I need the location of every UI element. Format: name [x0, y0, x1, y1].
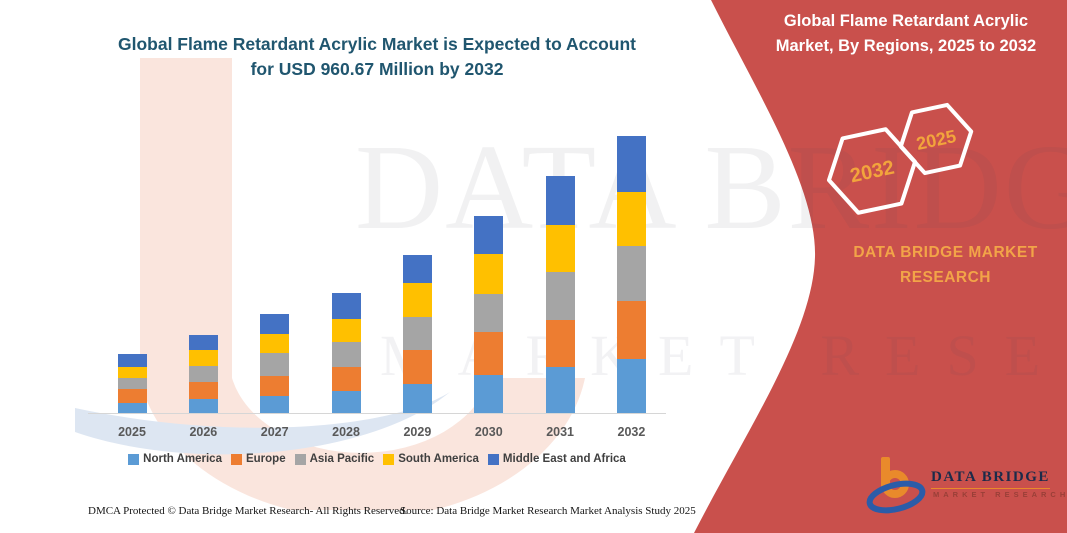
footer-dmca-text: DMCA Protected © Data Bridge Market Rese… — [88, 505, 408, 517]
bar-segment-2031-europe — [545, 319, 575, 368]
bar-segment-2025-south-america — [117, 367, 147, 378]
legend-swatch-icon — [128, 453, 140, 465]
banner-brand-caption: DATA BRIDGE MARKET RESEARCH — [828, 241, 1063, 291]
bar-2032 — [616, 136, 646, 414]
chart-title-line1: Global Flame Retardant Acrylic Market is… — [117, 34, 636, 54]
bar-segment-2029-north-america — [402, 383, 432, 414]
banner-heading-line2: Market, By Regions, 2025 to 2032 — [775, 36, 1037, 55]
hexagon-2032-label: 2032 — [848, 157, 896, 188]
chart-title: Global Flame Retardant Acrylic Market is… — [88, 32, 666, 81]
legend-item-asia-pacific: Asia Pacific — [294, 453, 375, 465]
bar-segment-2032-north-america — [616, 359, 646, 414]
legend-label: Europe — [245, 453, 286, 465]
bar-segment-2026-asia-pacific — [188, 366, 218, 382]
banner-brand-line2: RESEARCH — [900, 268, 991, 286]
bar-segment-2027-north-america — [260, 395, 290, 414]
bar-segment-2026-europe — [188, 381, 218, 399]
legend-label: Asia Pacific — [309, 453, 375, 465]
bar-segment-2027-south-america — [260, 333, 290, 353]
bar-2025 — [117, 354, 147, 414]
x-axis-label-2031: 2031 — [546, 425, 574, 439]
banner-heading-line1: Global Flame Retardant Acrylic — [783, 12, 1029, 30]
bar-segment-2025-middle-east-and-africa — [117, 354, 147, 368]
bar-segment-2028-asia-pacific — [331, 341, 361, 367]
x-axis-label-2032: 2032 — [617, 425, 646, 439]
legend-item-north-america: North America — [128, 453, 222, 465]
legend-item-europe: Europe — [230, 453, 286, 465]
bar-segment-2029-asia-pacific — [402, 316, 432, 351]
bar-segment-2028-europe — [331, 366, 361, 392]
bar-segment-2032-middle-east-and-africa — [616, 136, 646, 192]
bar-segment-2029-europe — [402, 350, 432, 384]
x-axis-line — [88, 413, 666, 414]
bar-segment-2030-north-america — [474, 374, 504, 414]
bar-segment-2032-asia-pacific — [616, 245, 646, 302]
hexagon-2025-label: 2025 — [915, 126, 958, 154]
bar-segment-2030-europe — [474, 331, 504, 375]
bar-segment-2026-middle-east-and-africa — [188, 335, 218, 351]
legend-item-south-america: South America — [383, 453, 479, 465]
hexagon-2025: 2025 — [898, 102, 974, 176]
bar-segment-2027-europe — [260, 375, 290, 396]
bar-segment-2031-south-america — [545, 225, 575, 272]
legend-swatch-icon — [294, 453, 306, 465]
hexagon-2032: 2032 — [826, 127, 918, 215]
bar-segment-2025-asia-pacific — [117, 377, 147, 390]
x-axis-label-2030: 2030 — [474, 425, 503, 439]
databridge-logo-tagline: MARKET RESEARCH — [933, 490, 1067, 499]
bar-segment-2028-middle-east-and-africa — [331, 292, 361, 320]
x-axis-label-2026: 2026 — [189, 425, 218, 439]
legend-item-middle-east-and-africa: Middle East and Africa — [487, 453, 626, 465]
bar-2029 — [402, 254, 432, 414]
legend-swatch-icon — [383, 453, 395, 465]
bar-segment-2030-south-america — [474, 254, 504, 294]
bar-segment-2030-middle-east-and-africa — [474, 216, 504, 255]
bar-segment-2027-middle-east-and-africa — [260, 313, 290, 334]
legend-label: North America — [143, 453, 222, 465]
legend-label: South America — [398, 453, 479, 465]
watermark-logo — [75, 58, 585, 510]
bar-segment-2028-south-america — [331, 319, 361, 342]
x-axis-label-2028: 2028 — [332, 425, 360, 439]
bar-segment-2030-asia-pacific — [474, 293, 504, 332]
bar-segment-2028-north-america — [331, 391, 361, 414]
bar-segment-2025-europe — [117, 389, 147, 403]
x-axis-label-2027: 2027 — [260, 425, 289, 439]
bar-segment-2027-asia-pacific — [260, 352, 290, 376]
bar-segment-2032-south-america — [616, 191, 646, 246]
bar-segment-2026-south-america — [188, 350, 218, 367]
chart-title-line2: for USD 960.67 Million by 2032 — [250, 58, 504, 79]
bar-2026 — [188, 335, 218, 414]
bar-segment-2031-north-america — [545, 367, 575, 414]
footer-source-text: Source: Data Bridge Market Research Mark… — [400, 505, 696, 517]
bar-2031 — [545, 176, 575, 414]
bar-segment-2025-north-america — [117, 403, 147, 414]
bar-segment-2031-asia-pacific — [545, 271, 575, 320]
banner-heading: Global Flame Retardant Acrylic Market, B… — [752, 9, 1060, 59]
x-axis-label-2029: 2029 — [403, 425, 432, 439]
databridge-logo-wordmark: DATA BRIDGE — [931, 469, 1050, 489]
x-axis-label-2025: 2025 — [118, 425, 146, 439]
chart-legend: North America Europe Asia Pacific South Ame… — [88, 453, 666, 465]
bar-2027 — [260, 313, 290, 414]
bar-segment-2029-middle-east-and-africa — [402, 254, 432, 284]
bar-segment-2031-middle-east-and-africa — [545, 176, 575, 226]
bar-2030 — [474, 216, 504, 414]
bar-segment-2032-europe — [616, 301, 646, 359]
legend-swatch-icon — [230, 453, 242, 465]
legend-swatch-icon — [487, 453, 499, 465]
legend-label: Middle East and Africa — [502, 453, 626, 465]
bar-segment-2026-north-america — [188, 399, 218, 414]
bar-2028 — [331, 292, 361, 414]
bar-segment-2029-south-america — [402, 283, 432, 317]
databridge-logo-icon — [866, 457, 926, 514]
banner-brand-line1: DATA BRIDGE MARKET — [853, 244, 1038, 261]
hexagon-badges: 2032 2025 — [826, 102, 974, 215]
